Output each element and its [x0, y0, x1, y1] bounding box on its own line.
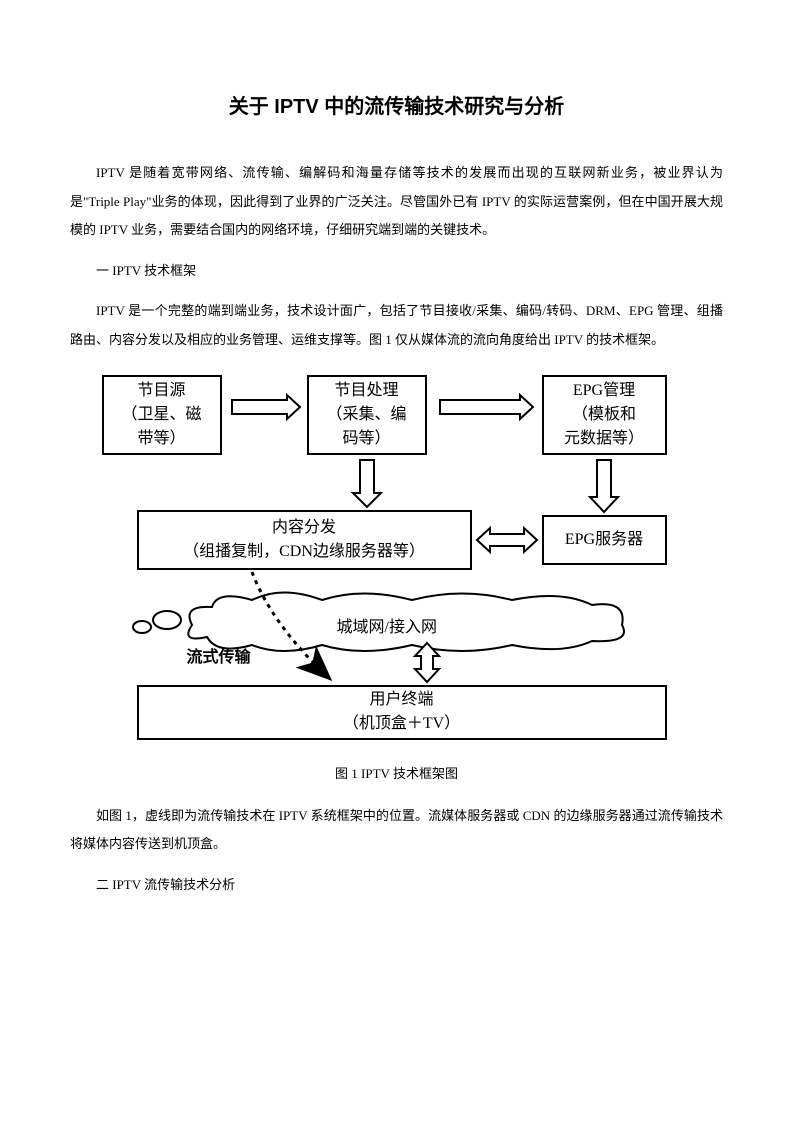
- node-epg-mgmt-l2: （模板和: [544, 403, 665, 427]
- node-epg-mgmt-l1: EPG管理: [544, 379, 665, 403]
- node-epg-server-l1: EPG服务器: [544, 528, 665, 552]
- node-source-l1: 节目源: [104, 379, 220, 403]
- node-terminal-l2: （机顶盒＋TV）: [139, 712, 665, 736]
- flow-label: 流式传输: [187, 643, 251, 667]
- node-terminal: 用户终端 （机顶盒＋TV）: [137, 685, 667, 740]
- section-1-heading: 一 IPTV 技术框架: [70, 257, 723, 286]
- node-distribution-l2: （组播复制，CDN边缘服务器等）: [139, 540, 470, 564]
- node-source-l3: 带等）: [104, 427, 220, 451]
- node-processing-l2: （采集、编: [309, 403, 425, 427]
- node-source-l2: （卫星、磁: [104, 403, 220, 427]
- node-distribution-l1: 内容分发: [139, 516, 470, 540]
- node-processing: 节目处理 （采集、编 码等）: [307, 375, 427, 455]
- node-terminal-l1: 用户终端: [139, 688, 665, 712]
- node-distribution: 内容分发 （组播复制，CDN边缘服务器等）: [137, 510, 472, 570]
- paragraph-fig-desc: 如图 1，虚线即为流传输技术在 IPTV 系统框架中的位置。流媒体服务器或 CD…: [70, 802, 723, 859]
- node-source: 节目源 （卫星、磁 带等）: [102, 375, 222, 455]
- cloud-label: 城域网/接入网: [337, 613, 437, 637]
- section-2-heading: 二 IPTV 流传输技术分析: [70, 871, 723, 900]
- node-processing-l3: 码等）: [309, 427, 425, 451]
- node-epg-mgmt: EPG管理 （模板和 元数据等）: [542, 375, 667, 455]
- paragraph-framework: IPTV 是一个完整的端到端业务，技术设计面广，包括了节目接收/采集、编码/转码…: [70, 297, 723, 354]
- node-epg-mgmt-l3: 元数据等）: [544, 427, 665, 451]
- page-title: 关于 IPTV 中的流传输技术研究与分析: [70, 90, 723, 119]
- figure-caption: 图 1 IPTV 技术框架图: [70, 763, 723, 782]
- node-epg-server: EPG服务器: [542, 515, 667, 565]
- iptv-framework-diagram: 节目源 （卫星、磁 带等） 节目处理 （采集、编 码等） EPG管理 （模板和 …: [82, 375, 712, 745]
- node-processing-l1: 节目处理: [309, 379, 425, 403]
- paragraph-intro: IPTV 是随着宽带网络、流传输、编解码和海量存储等技术的发展而出现的互联网新业…: [70, 159, 723, 245]
